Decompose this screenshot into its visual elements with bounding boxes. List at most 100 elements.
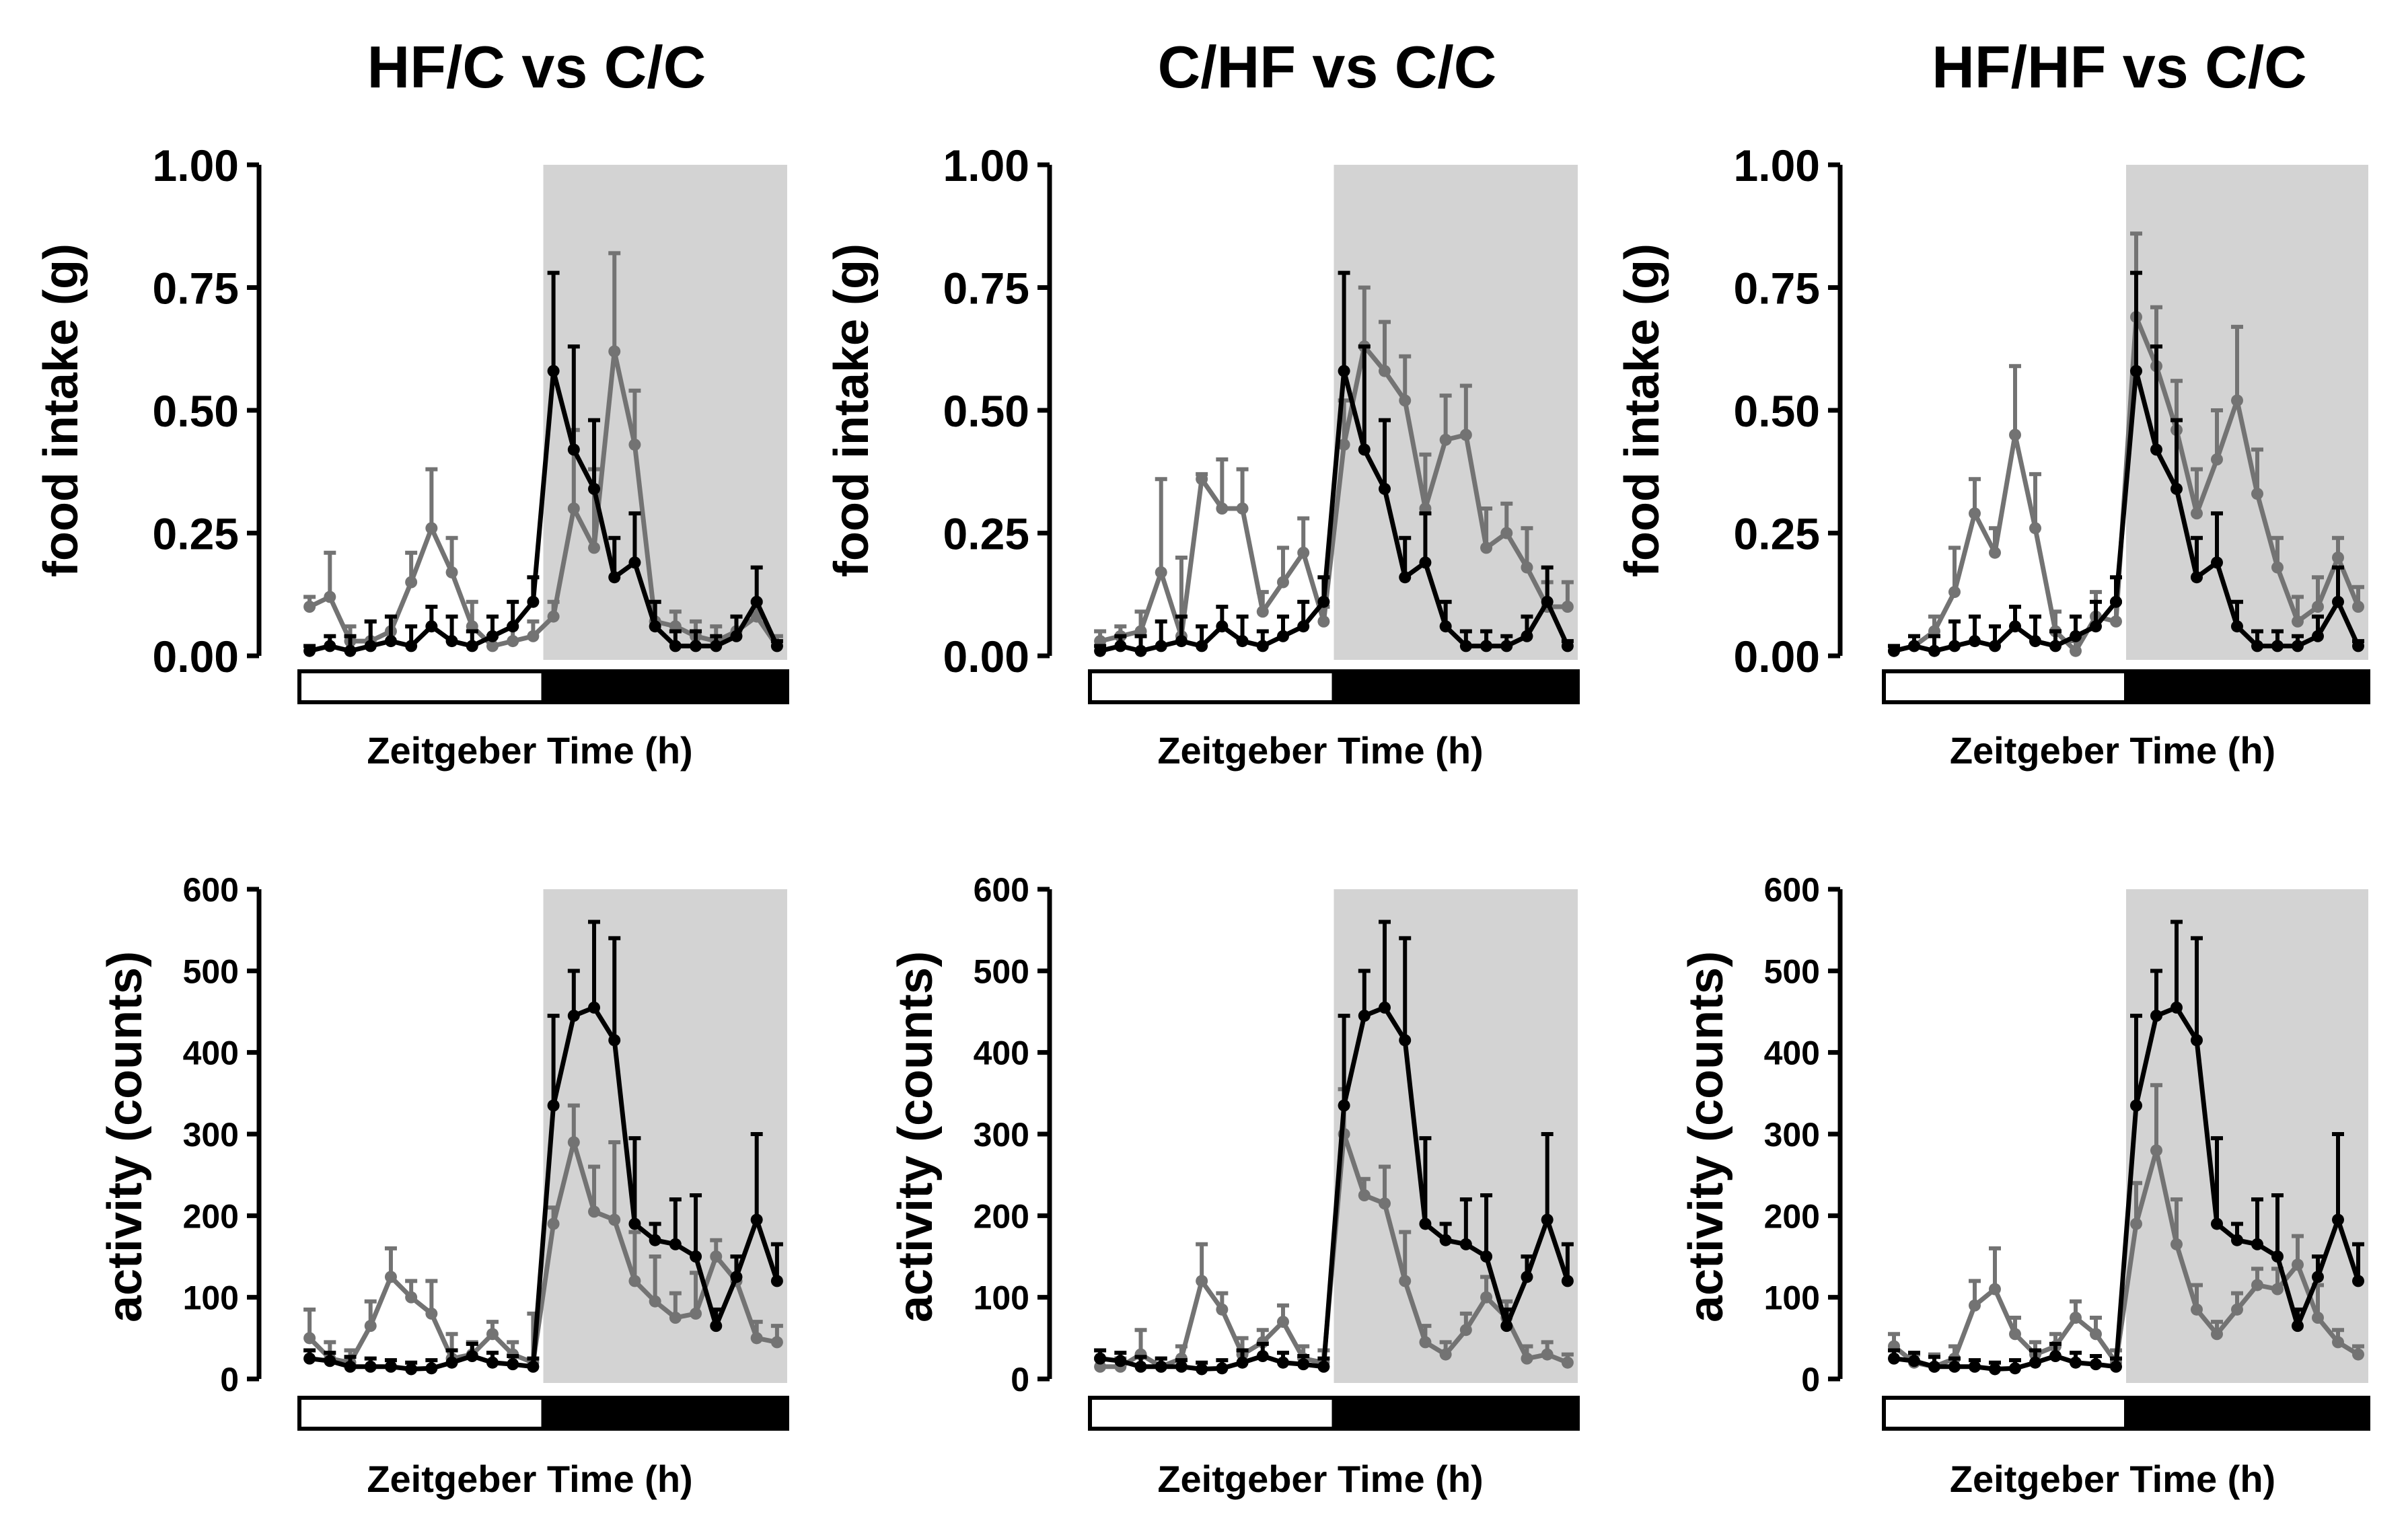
series-line (307, 1139, 778, 1365)
y-tick-label: 1.00 (153, 141, 239, 190)
data-point (2332, 1336, 2344, 1349)
y-tick-label: 0 (220, 1361, 239, 1398)
data-point (547, 365, 560, 377)
data-point (1969, 1299, 1981, 1312)
data-point (1969, 507, 1981, 520)
data-point (2009, 620, 2021, 633)
data-point (2090, 620, 2102, 633)
data-point (1928, 1360, 1940, 1373)
data-point (567, 1010, 580, 1022)
y-tick-label: 400 (183, 1035, 239, 1072)
data-point (2231, 1303, 2243, 1316)
data-point (1114, 640, 1127, 652)
light-phase-bar (1088, 1396, 1336, 1431)
data-point (303, 601, 316, 613)
y-tick-label: 0.00 (943, 632, 1029, 681)
data-point (2312, 1312, 2324, 1324)
data-point (770, 1336, 783, 1349)
data-point (2312, 601, 2324, 613)
data-point (588, 541, 601, 554)
y-tick-label: 0.75 (1734, 263, 1820, 313)
data-point (2211, 1217, 2223, 1230)
data-point (303, 1332, 316, 1345)
data-point (2271, 1250, 2284, 1263)
data-point (2251, 488, 2263, 500)
data-point (1358, 1010, 1371, 1022)
y-tick-label: 0 (1801, 1361, 1820, 1398)
panel-bottom-middle: 0 100 200 300 400 500 600 activity (counts) Zeit… (889, 871, 1580, 1500)
data-point (1276, 1356, 1289, 1369)
y-tick-label: 0.25 (1734, 509, 1820, 558)
data-point (2029, 522, 2041, 535)
data-point (2352, 640, 2364, 652)
data-point (1989, 1283, 2001, 1296)
y-tick-label: 400 (974, 1035, 1029, 1072)
data-point (425, 1307, 438, 1320)
data-point (588, 482, 601, 495)
data-point (384, 1271, 397, 1283)
y-tick-label: 500 (974, 952, 1029, 990)
data-point (2110, 595, 2122, 608)
data-point (2292, 1259, 2304, 1271)
data-point (1276, 1316, 1289, 1328)
data-point (588, 1001, 601, 1014)
data-point (1216, 1362, 1229, 1375)
panel-top-middle: C/HF vs C/C 0.00 0.25 0.50 0.75 1.00 food inta… (825, 34, 1580, 772)
data-point (669, 1238, 682, 1250)
data-point (1155, 566, 1167, 578)
data-point (1521, 561, 1533, 574)
data-point (750, 595, 763, 608)
data-point (730, 1271, 743, 1283)
panel-bottom-right: 0 100 200 300 400 500 600 activity (counts) Zeit… (1679, 871, 2370, 1500)
data-point (608, 345, 621, 358)
data-point (1541, 1348, 1554, 1361)
data-point (1948, 1360, 1961, 1373)
data-point (2332, 552, 2344, 564)
data-point (2332, 595, 2344, 608)
data-point (2009, 428, 2021, 441)
data-point (405, 1291, 418, 1304)
data-point (2170, 482, 2183, 495)
data-point (1948, 640, 1961, 652)
data-point (2191, 507, 2203, 520)
data-point (2029, 1356, 2041, 1369)
data-point (750, 1332, 763, 1345)
data-point (2231, 620, 2243, 633)
data-point (1888, 1352, 1900, 1365)
data-point (303, 644, 316, 657)
light-phase-bar (297, 1396, 546, 1431)
data-point (2150, 1010, 2162, 1022)
y-tick-label: 300 (974, 1116, 1029, 1154)
data-point (1175, 635, 1188, 648)
y-tick-label: 100 (183, 1279, 239, 1317)
data-point (486, 1328, 499, 1341)
data-point (669, 1312, 682, 1324)
data-point (324, 1355, 336, 1367)
data-point (690, 1307, 702, 1320)
data-point (1196, 640, 1208, 652)
y-tick-label: 200 (183, 1197, 239, 1235)
data-point (2352, 601, 2364, 613)
data-point (1216, 1303, 1229, 1316)
data-point (486, 630, 499, 642)
data-point (527, 630, 540, 642)
x-axis-label: Zeitgeber Time (h) (367, 1458, 692, 1500)
data-point (1114, 1355, 1127, 1367)
data-point (1399, 571, 1412, 584)
data-point (1439, 620, 1452, 633)
data-point (364, 1360, 377, 1373)
y-tick-label: 200 (974, 1197, 1029, 1235)
data-point (730, 630, 743, 642)
dark-phase-shading (2126, 165, 2368, 660)
data-point (2009, 1362, 2021, 1375)
x-axis-label: Zeitgeber Time (h) (1157, 729, 1483, 772)
data-point (1256, 605, 1269, 618)
dark-phase-bar (541, 1396, 789, 1431)
data-point (384, 1360, 397, 1373)
data-point (608, 1034, 621, 1047)
panel-title: HF/C vs C/C (367, 34, 706, 100)
light-phase-bar (1882, 669, 2128, 704)
data-point (750, 1213, 763, 1226)
data-point (1216, 620, 1229, 633)
dark-phase-bar (1331, 669, 1580, 704)
